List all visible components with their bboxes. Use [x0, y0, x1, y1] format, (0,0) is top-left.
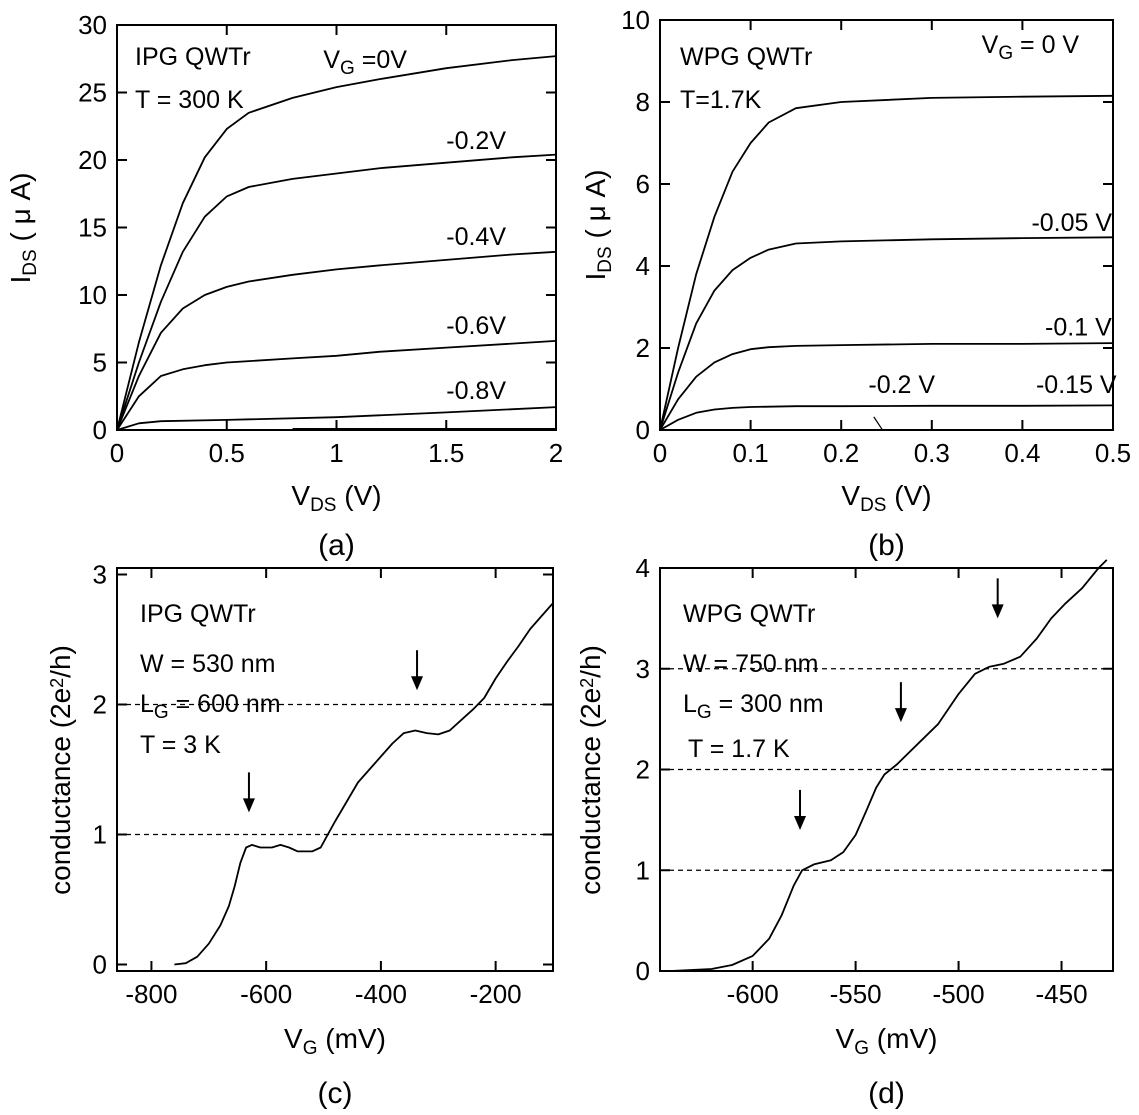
y-tick-label: 3 — [93, 560, 107, 590]
leader-line — [874, 417, 882, 429]
x-tick-label: 0.4 — [1004, 438, 1040, 468]
x-tick-label: 0 — [110, 438, 124, 468]
x-tick-label: -800 — [125, 979, 177, 1009]
arrow-down-icon — [411, 650, 423, 690]
x-tick-label: 0.5 — [209, 438, 245, 468]
series-label: -0.6V — [446, 312, 506, 340]
y-tick-label: 2 — [636, 333, 650, 363]
y-tick-label: 10 — [78, 280, 107, 310]
x-tick-label: -200 — [470, 979, 522, 1009]
y-tick-label: 1 — [93, 820, 107, 850]
y-tick-label: 5 — [93, 348, 107, 378]
y-tick-label: 15 — [78, 213, 107, 243]
series-label: -0.05 V — [1031, 209, 1112, 237]
temperature-label: T=1.7K — [680, 86, 762, 114]
arrow-down-icon — [895, 682, 907, 722]
x-tick-label: 0.2 — [823, 438, 859, 468]
x-tick-label: 0.1 — [733, 438, 769, 468]
x-axis-label: VG (mV) — [284, 1023, 386, 1059]
x-tick-label: 0.3 — [914, 438, 950, 468]
y-tick-label: 4 — [636, 251, 650, 281]
gate-length-label: LG = 600 nm — [140, 690, 281, 723]
x-tick-label: -550 — [830, 979, 882, 1009]
y-tick-label: 2 — [93, 690, 107, 720]
x-axis-label: VDS (V) — [841, 480, 931, 516]
panel-title: WPG QWTr — [680, 43, 812, 71]
panel-caption: (b) — [868, 529, 905, 562]
y-axis-label: IDS ( μ A) — [5, 173, 41, 284]
x-axis-label: VG (mV) — [836, 1023, 938, 1059]
series-label: VG =0V — [323, 46, 407, 79]
x-tick-label: 0 — [653, 438, 667, 468]
y-tick-label: 1 — [636, 855, 650, 885]
arrow-down-icon — [992, 578, 1004, 618]
x-tick-label: -400 — [355, 979, 407, 1009]
series-label: VG = 0 V — [982, 31, 1080, 64]
series-line-4 — [660, 405, 1113, 430]
x-tick-label: 1.5 — [428, 438, 464, 468]
y-tick-label: 4 — [636, 553, 650, 583]
y-tick-label: 20 — [78, 145, 107, 175]
panel-title: WPG QWTr — [683, 600, 815, 628]
x-tick-label: 2 — [549, 438, 563, 468]
chart-panel-b: 0 0.1 0.2 0.3 0.4 0.5 0 2 4 6 8 10 VG = 0 V -0.05 V -0… — [580, 5, 1131, 562]
y-tick-label: 0 — [93, 415, 107, 445]
temperature-label: T = 300 K — [135, 86, 244, 114]
y-tick-label: 30 — [78, 10, 107, 40]
series-label: -0.2 V — [868, 371, 935, 399]
y-axis-label: IDS ( μ A) — [580, 170, 616, 281]
x-tick-label: -600 — [727, 979, 779, 1009]
series-label: -0.4V — [446, 223, 506, 251]
y-tick-label: 0 — [636, 956, 650, 986]
temperature-label: T = 1.7 K — [688, 735, 790, 763]
series-label: -0.15 V — [1036, 371, 1117, 399]
y-tick-label: 2 — [636, 755, 650, 785]
series-label: -0.2V — [446, 127, 506, 155]
series-label: -0.1 V — [1045, 314, 1112, 342]
temperature-label: T = 3 K — [140, 731, 221, 759]
plot-frame — [117, 568, 553, 971]
arrow-down-icon — [243, 772, 255, 812]
y-tick-label: 3 — [636, 654, 650, 684]
x-tick-label: 1 — [329, 438, 343, 468]
panel-title: IPG QWTr — [140, 600, 256, 628]
y-tick-label: 10 — [621, 5, 650, 35]
panel-title: IPG QWTr — [135, 43, 251, 71]
chart-panel-d: -600 -550 -500 -450 0 1 2 3 4 WPG QWTr T = 1.7 K W … — [575, 553, 1113, 1110]
x-axis-label: VDS (V) — [291, 480, 381, 516]
y-tick-label: 25 — [78, 78, 107, 108]
width-label: W = 530 nm — [140, 650, 275, 678]
arrow-down-icon — [794, 790, 806, 830]
x-tick-label: -500 — [933, 979, 985, 1009]
panel-caption: (c) — [318, 1077, 353, 1110]
y-tick-label: 0 — [636, 415, 650, 445]
y-tick-label: 0 — [93, 950, 107, 980]
chart-panel-c: -800 -600 -400 -200 0 1 2 3 IPG QWTr T = 3 K W = 5… — [45, 560, 553, 1111]
gate-length-label: LG = 300 nm — [683, 690, 824, 723]
width-label: W = 750 nm — [683, 650, 818, 678]
x-tick-label: 0.5 — [1095, 438, 1131, 468]
y-tick-label: 6 — [636, 169, 650, 199]
y-axis-label: conductance (2e2/h) — [575, 645, 606, 895]
series-label: -0.8V — [446, 377, 506, 405]
y-axis-label: conductance (2e2/h) — [45, 645, 76, 895]
y-tick-label: 8 — [636, 87, 650, 117]
panel-caption: (a) — [318, 529, 355, 562]
x-tick-label: -600 — [240, 979, 292, 1009]
panel-caption: (d) — [868, 1077, 905, 1110]
x-tick-label: -450 — [1035, 979, 1087, 1009]
